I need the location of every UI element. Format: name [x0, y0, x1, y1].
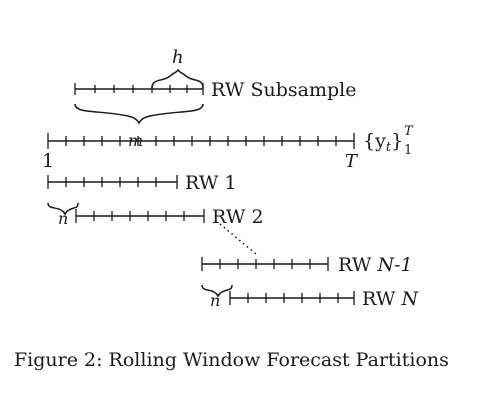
- window-1-label: RW 1: [185, 172, 237, 194]
- end-label: T: [345, 151, 359, 172]
- shift-brace-window-n: [201, 284, 233, 298]
- shift-brace-window-2: [47, 202, 79, 216]
- horizon-symbol: h: [172, 47, 184, 68]
- window-n-line: [229, 291, 355, 305]
- full-sample-line: [47, 133, 355, 149]
- ellipsis-connector: [219, 223, 257, 255]
- window-symbol: m: [128, 131, 143, 150]
- window-n-label: RW N: [362, 288, 419, 310]
- series-notation: {yt}: [363, 130, 403, 155]
- horizon-brace: [151, 68, 204, 89]
- window-2-line: [75, 209, 205, 223]
- window-2-label: RW 2: [212, 206, 264, 228]
- window-brace: [74, 103, 204, 125]
- window-n-minus-1-line: [201, 257, 329, 271]
- start-label: 1: [42, 150, 54, 172]
- series-subscript: 1: [404, 143, 412, 158]
- series-superscript: T: [404, 124, 414, 139]
- figure-caption: Figure 2: Rolling Window Forecast Partit…: [14, 349, 449, 371]
- shift-symbol-window-n: n: [210, 291, 220, 310]
- shift-symbol-window-2: n: [58, 209, 68, 228]
- window-n-minus-1-label: RW N-1: [338, 254, 413, 276]
- subsample-line: [74, 83, 204, 95]
- window-1-line: [47, 175, 178, 189]
- subsample-label: RW Subsample: [211, 79, 356, 101]
